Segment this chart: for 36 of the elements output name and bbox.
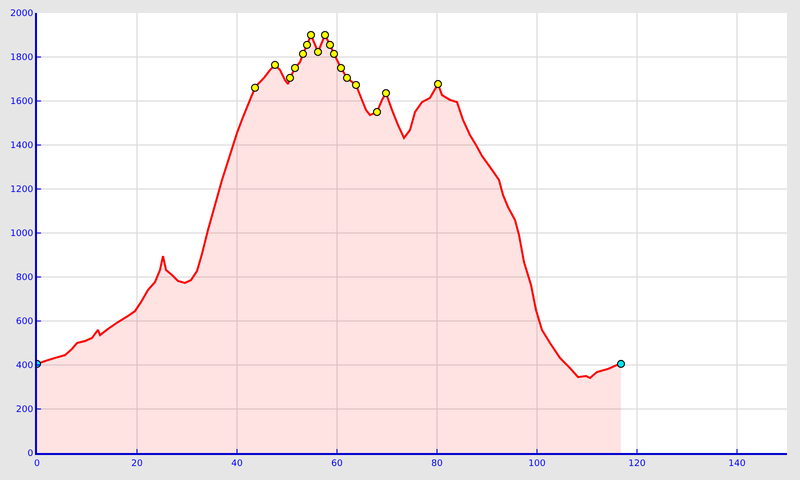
x-tick-label: 20	[131, 458, 143, 469]
point	[299, 50, 307, 58]
y-tick-label: 2000	[10, 9, 34, 20]
x-tick-label: 40	[231, 458, 243, 469]
y-tick-label: 1400	[10, 141, 34, 152]
y-tick-label: 400	[16, 361, 34, 372]
point	[352, 80, 360, 89]
point	[251, 84, 259, 92]
y-tick-label: 600	[16, 317, 34, 328]
point	[326, 40, 334, 49]
x-tick-label: 120	[628, 458, 646, 469]
x-tick-label: 60	[331, 458, 343, 469]
point	[373, 108, 381, 116]
point	[286, 74, 294, 82]
point	[314, 48, 322, 56]
point	[330, 50, 338, 58]
x-tick-label: 0	[34, 458, 40, 469]
y-tick-label: 1600	[10, 97, 34, 108]
point	[307, 31, 315, 39]
y-tick-label: 0	[27, 449, 34, 460]
point	[271, 60, 279, 69]
point	[382, 89, 390, 98]
y-tick-label: 200	[16, 405, 34, 416]
x-tick-label: 140	[728, 458, 746, 469]
y-tick-label: 1800	[10, 53, 34, 64]
point	[343, 74, 351, 82]
x-tick-label: 80	[431, 458, 443, 469]
x-tick-label: 100	[528, 458, 546, 469]
point	[337, 64, 345, 72]
y-tick-label: 1000	[10, 229, 34, 240]
point	[321, 31, 329, 39]
point	[303, 40, 311, 49]
point	[434, 80, 442, 88]
y-tick-label: 800	[16, 273, 34, 284]
point	[291, 64, 299, 72]
y-tick-label: 1200	[10, 185, 34, 196]
